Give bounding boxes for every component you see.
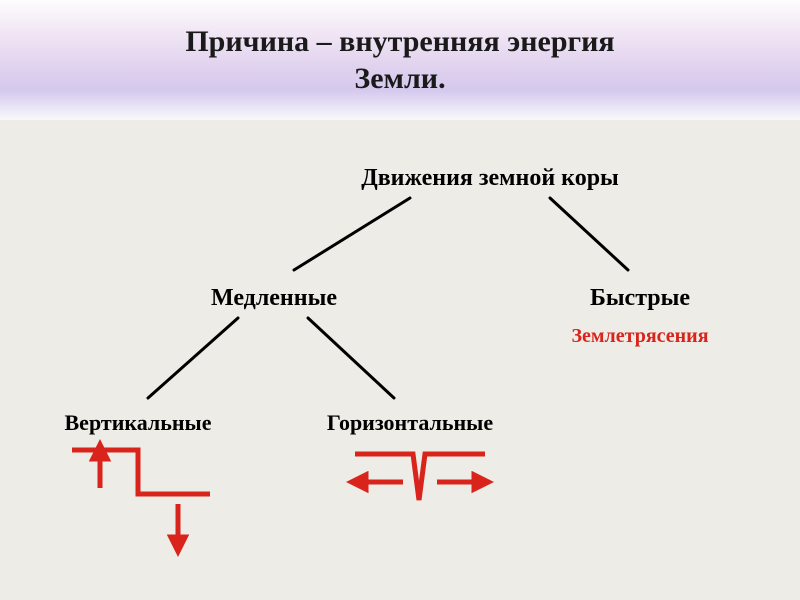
vertical-motion-icon [60, 432, 240, 562]
node-slow: Медленные [174, 285, 374, 312]
node-root: Движения земной коры [290, 165, 690, 192]
node-fast: Быстрые [540, 285, 740, 312]
tree-edges [0, 120, 800, 600]
horizontal-motion-icon [325, 432, 525, 552]
label-earthquake: Землетрясения [540, 325, 740, 348]
diagram-area: Движения земной коры Медленные Быстрые В… [0, 120, 800, 600]
page-title: Причина – внутренняя энергияЗемли. [185, 23, 614, 98]
node-horizontal: Горизонтальные [270, 410, 550, 436]
title-band: Причина – внутренняя энергияЗемли. [0, 0, 800, 120]
node-vertical: Вертикальные [8, 410, 268, 436]
